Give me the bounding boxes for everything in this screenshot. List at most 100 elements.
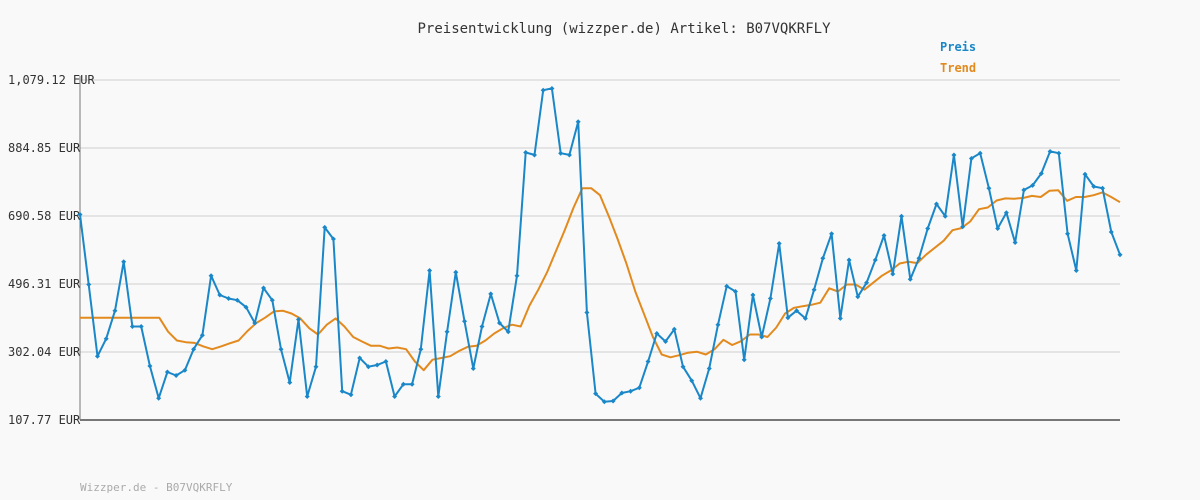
data-point-preis <box>77 211 83 217</box>
data-point-preis <box>226 295 232 301</box>
data-point-preis <box>968 155 974 161</box>
data-point-preis <box>348 392 354 398</box>
data-point-preis <box>706 365 712 371</box>
data-point-preis <box>1038 170 1044 176</box>
data-point-preis <box>960 224 966 230</box>
data-point-preis <box>750 292 756 298</box>
data-point-preis <box>462 318 468 324</box>
data-point-preis <box>357 355 363 361</box>
data-point-preis <box>1091 183 1097 189</box>
data-point-preis <box>86 281 92 287</box>
series-line-preis <box>79 87 1121 403</box>
data-point-preis <box>802 315 808 321</box>
data-point-preis <box>129 323 135 329</box>
data-point-preis <box>531 152 537 158</box>
data-point-preis <box>269 297 275 303</box>
data-point-preis <box>767 295 773 301</box>
data-point-preis <box>986 185 992 191</box>
data-point-preis <box>820 255 826 261</box>
data-point-preis <box>890 271 896 277</box>
data-point-preis <box>234 297 240 303</box>
data-point-preis <box>671 326 677 332</box>
data-point-preis <box>1108 229 1114 235</box>
data-point-preis <box>645 358 651 364</box>
data-point-preis <box>156 395 162 401</box>
data-point-preis <box>164 369 170 375</box>
data-point-preis <box>628 388 634 394</box>
y-tick-label: 1,079.12 EUR <box>8 73 95 87</box>
axis-layer: 1,079.12 EUR 884.85 EUR 690.58 EUR 496.31 E… <box>8 73 1120 427</box>
data-point-preis <box>287 379 293 385</box>
chart-title: Preisentwicklung (wizzper.de) Artikel: B… <box>417 21 831 37</box>
legend-preis: Preis <box>940 40 976 54</box>
data-point-preis <box>942 213 948 219</box>
y-tick-label: 302.04 EUR <box>8 345 81 359</box>
data-point-preis <box>1065 231 1071 237</box>
data-point-preis <box>558 150 564 156</box>
data-point-preis <box>724 283 730 289</box>
data-point-preis <box>252 320 258 326</box>
data-point-preis <box>951 152 957 158</box>
data-point-preis <box>881 232 887 238</box>
data-point-preis <box>409 381 415 387</box>
data-point-preis <box>759 334 765 340</box>
data-point-preis <box>1012 239 1018 245</box>
data-point-preis <box>339 388 345 394</box>
data-point-preis <box>514 273 520 279</box>
y-tick-label: 884.85 EUR <box>8 141 81 155</box>
data-point-preis <box>217 292 223 298</box>
data-point-preis <box>995 225 1001 231</box>
series-line-trend <box>80 187 1121 372</box>
data-point-preis <box>584 309 590 315</box>
y-tick-label: 690.58 EUR <box>8 209 81 223</box>
data-point-preis <box>776 241 782 247</box>
data-point-preis <box>147 363 153 369</box>
data-point-preis <box>1117 252 1123 258</box>
series-layer <box>77 85 1123 405</box>
data-point-preis <box>933 201 939 207</box>
data-point-preis <box>741 357 747 363</box>
data-point-preis <box>1021 187 1027 193</box>
data-point-preis <box>505 329 511 335</box>
data-point-preis <box>392 393 398 399</box>
data-point-preis <box>899 213 905 219</box>
data-point-preis <box>261 285 267 291</box>
data-point-preis <box>1030 182 1036 188</box>
data-point-preis <box>540 87 546 93</box>
data-point-preis <box>112 308 118 314</box>
data-point-preis <box>654 330 660 336</box>
data-point-preis <box>1056 150 1062 156</box>
y-tick-label: 496.31 EUR <box>8 277 81 291</box>
data-point-preis <box>663 339 669 345</box>
data-point-preis <box>453 269 459 275</box>
data-point-preis <box>916 255 922 261</box>
data-point-preis <box>208 273 214 279</box>
data-point-preis <box>977 150 983 156</box>
data-point-preis <box>1082 171 1088 177</box>
data-point-preis <box>855 294 861 300</box>
data-point-preis <box>549 85 555 91</box>
data-point-preis <box>191 346 197 352</box>
data-point-preis <box>1003 210 1009 216</box>
data-point-preis <box>199 332 205 338</box>
data-point-preis <box>1100 185 1106 191</box>
data-point-preis <box>103 336 109 342</box>
data-point-preis <box>864 280 870 286</box>
data-point-preis <box>846 257 852 263</box>
data-point-preis <box>479 323 485 329</box>
data-point-preis <box>365 364 371 370</box>
data-point-preis <box>636 385 642 391</box>
data-point-preis <box>785 315 791 321</box>
data-point-preis <box>872 257 878 263</box>
data-point-preis <box>698 395 704 401</box>
data-point-preis <box>121 259 127 265</box>
data-point-preis <box>566 152 572 158</box>
data-point-preis <box>427 267 433 273</box>
data-point-preis <box>304 393 310 399</box>
data-point-preis <box>173 372 179 378</box>
data-point-preis <box>837 315 843 321</box>
data-point-preis <box>715 322 721 328</box>
data-point-preis <box>295 316 301 322</box>
data-point-preis <box>243 304 249 310</box>
